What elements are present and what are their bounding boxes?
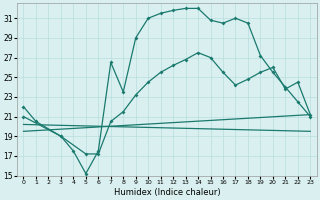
X-axis label: Humidex (Indice chaleur): Humidex (Indice chaleur): [114, 188, 220, 197]
